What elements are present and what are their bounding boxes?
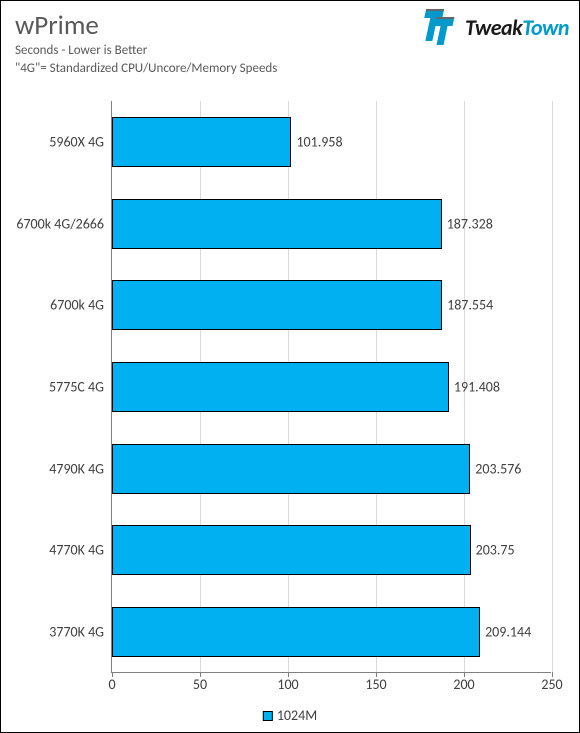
bar-value-label: 203.576 [475, 460, 521, 477]
bar-value-label: 187.328 [447, 215, 493, 232]
bar-value-label: 187.554 [447, 297, 493, 314]
y-category-label: 4790K 4G [49, 460, 104, 477]
brand-logo: TweakTown [415, 5, 569, 49]
gridline [552, 101, 553, 672]
brand-text-part1: Tweak [465, 14, 522, 41]
x-tick-label: 200 [453, 676, 474, 693]
legend-swatch [263, 711, 273, 721]
y-category-label: 4770K 4G [49, 542, 104, 559]
chart-subtitle-2: "4G"= Standardized CPU/Uncore/Memory Spe… [15, 60, 565, 78]
y-category-label: 6700k 4G [50, 297, 104, 314]
bar-value-label: 101.958 [296, 133, 342, 150]
x-tick-label: 100 [277, 676, 298, 693]
x-tick-label: 250 [541, 676, 562, 693]
bar: 101.958 [112, 117, 291, 167]
bar: 187.554 [112, 280, 442, 330]
brand-text-part2: Town [522, 14, 569, 41]
x-tick-label: 150 [365, 676, 386, 693]
brand-text: TweakTown [465, 14, 569, 41]
bar: 209.144 [112, 607, 480, 657]
tweaktown-tt-icon [415, 5, 463, 49]
y-category-label: 6700k 4G/2666 [16, 215, 104, 232]
legend-label: 1024M [277, 707, 317, 724]
bar: 203.576 [112, 444, 470, 494]
bar: 187.328 [112, 199, 442, 249]
y-category-label: 5775C 4G [49, 379, 104, 396]
chart-legend: 1024M [263, 707, 317, 724]
chart-plot-area: 050100150200250101.9585960X 4G187.328670… [111, 101, 551, 673]
x-tick-label: 50 [193, 676, 207, 693]
y-category-label: 3770K 4G [49, 624, 104, 641]
x-tick-label: 0 [108, 676, 115, 693]
y-category-label: 5960X 4G [49, 133, 104, 150]
bar: 203.75 [112, 525, 471, 575]
bar-value-label: 209.144 [485, 624, 531, 641]
bar: 191.408 [112, 362, 449, 412]
bar-value-label: 191.408 [454, 379, 500, 396]
bar-value-label: 203.75 [476, 542, 515, 559]
